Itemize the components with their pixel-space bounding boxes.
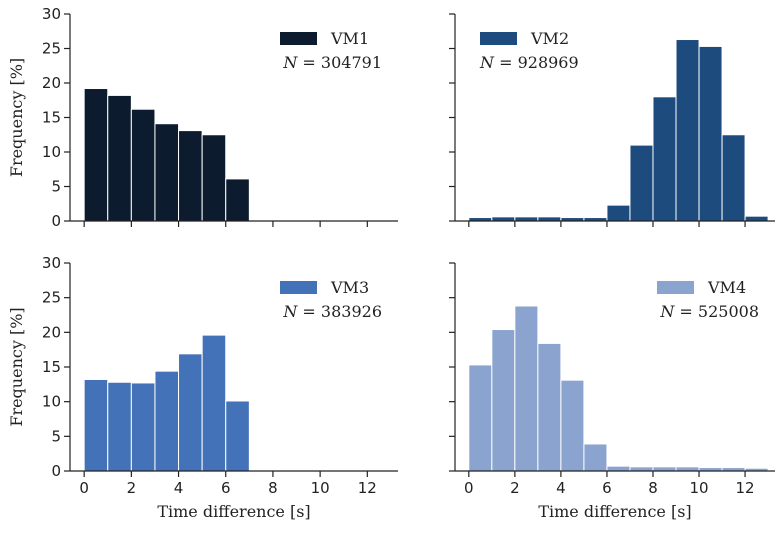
y-tick-label: 20 (42, 74, 61, 92)
sample-size-label: N = 928969 (479, 53, 579, 72)
histogram-bar (107, 94, 132, 222)
legend-swatch (480, 32, 517, 45)
y-tick-label: 10 (42, 143, 61, 161)
legend-label: VM3 (330, 278, 369, 297)
histogram-bar (154, 123, 180, 222)
histogram-bar (675, 39, 700, 222)
y-tick-label: 15 (42, 358, 61, 376)
histogram-bar (130, 108, 156, 222)
x-tick-label: 8 (268, 479, 278, 497)
y-tick-label: 30 (42, 5, 61, 23)
histogram-bar (744, 215, 769, 222)
x-tick-label: 6 (602, 479, 612, 497)
histogram-bar (83, 378, 109, 472)
sample-size-label: N = 525008 (659, 302, 759, 321)
x-tick-label: 10 (311, 479, 330, 497)
x-axis-title: Time difference [s] (538, 502, 691, 521)
y-tick-label: 15 (42, 109, 61, 127)
histogram-bar (629, 144, 654, 222)
x-tick-label: 10 (689, 479, 708, 497)
legend-swatch (280, 32, 317, 45)
legend-label: VM4 (707, 278, 746, 297)
x-tick-label: 2 (510, 479, 520, 497)
x-tick-label: 0 (464, 479, 474, 497)
histogram-bar (514, 216, 539, 222)
histogram-bar (491, 216, 516, 222)
y-tick-label: 10 (42, 393, 61, 411)
y-tick-label: 25 (42, 40, 61, 58)
histogram-bar (468, 364, 493, 472)
legend-label: VM2 (530, 29, 569, 48)
sample-size-label: N = 304791 (282, 53, 382, 72)
panel-vm2: VM2 N = 928969 (449, 13, 775, 227)
histogram-bar (154, 370, 180, 472)
histogram-bar (107, 381, 132, 472)
y-axis-title: Frequency [%] (7, 307, 26, 426)
histogram-bar (130, 382, 156, 472)
x-tick-label: 0 (79, 479, 89, 497)
panel-vm4: 0 2 4 6 8 10 12 Time difference [s] VM4 N = 52500… (449, 262, 775, 521)
legend-label: VM1 (330, 29, 369, 48)
y-tick-label: 30 (42, 254, 61, 272)
histogram-bar (537, 342, 562, 472)
histogram-bar (583, 443, 608, 472)
y-tick-label: 0 (51, 462, 61, 480)
histogram-bar (629, 466, 654, 472)
y-tick-label: 25 (42, 289, 61, 307)
histogram-bar (225, 400, 250, 472)
y-tick-label: 5 (51, 427, 61, 445)
x-tick-label: 8 (648, 479, 658, 497)
histogram-bar (178, 353, 203, 472)
histogram-bar (83, 88, 109, 222)
sample-size-label: N = 383926 (282, 302, 382, 321)
histogram-bar (537, 216, 562, 222)
histogram-bar (201, 334, 227, 472)
x-axis-title: Time difference [s] (157, 502, 310, 521)
histogram-bar (606, 465, 631, 472)
histogram-bar (514, 305, 539, 472)
x-tick-label: 2 (127, 479, 137, 497)
y-tick-label: 5 (51, 178, 61, 196)
y-tick-label: 0 (51, 212, 61, 230)
x-tick-label: 6 (221, 479, 231, 497)
histogram-bar (560, 379, 585, 472)
histogram-bar (201, 134, 227, 222)
x-tick-label: 4 (174, 479, 184, 497)
panel-vm3: 0 5 10 15 20 25 30 0 2 4 6 8 10 12 Frequency [%] Time d… (7, 254, 398, 521)
histogram-bar (652, 96, 677, 222)
histogram-bar (606, 204, 631, 222)
x-tick-label: 12 (358, 479, 377, 497)
x-tick-label: 12 (736, 479, 755, 497)
y-tick-label: 20 (42, 323, 61, 341)
x-tick-label: 4 (556, 479, 566, 497)
y-axis-title: Frequency [%] (7, 58, 26, 177)
histogram-bar (698, 45, 723, 222)
legend-swatch (657, 281, 694, 294)
histogram-bar (491, 329, 516, 472)
histogram-bar (178, 130, 203, 222)
histogram-bar (675, 466, 700, 472)
histogram-bar (225, 178, 250, 222)
legend-swatch (280, 281, 317, 294)
panel-vm1: 0 5 10 15 20 25 30 Frequency [%] VM1 N = 304791 (7, 5, 398, 230)
histogram-bar (721, 134, 746, 222)
histogram-bar (652, 466, 677, 472)
